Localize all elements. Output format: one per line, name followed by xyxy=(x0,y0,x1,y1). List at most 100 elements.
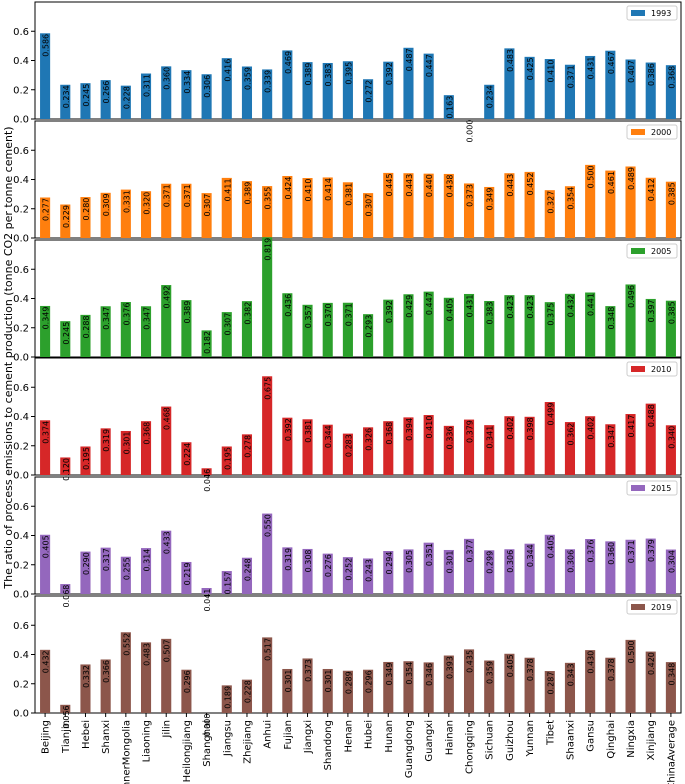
value-label: 0.438 xyxy=(445,174,454,197)
bar-2010-Yunnan xyxy=(524,416,535,475)
value-label: 0.343 xyxy=(566,663,575,686)
x-tick-label: Qinghai xyxy=(606,720,617,759)
bar-2010-Heilongjiang xyxy=(181,442,192,475)
value-label: 0.344 xyxy=(526,544,535,567)
value-label: 0.499 xyxy=(546,403,555,426)
value-label: 0.819 xyxy=(264,238,273,261)
bar-1993-Tianjin xyxy=(60,84,71,119)
y-tick-label: 0.0 xyxy=(13,234,29,245)
value-label: 0.425 xyxy=(526,57,535,80)
bar-2000-Qinghai xyxy=(605,170,616,238)
y-tick-label: 0.2 xyxy=(13,204,29,215)
value-label: 0.000 xyxy=(466,120,475,143)
bar-2019-Jiangsu xyxy=(221,685,232,713)
bar-2000-Jilin xyxy=(161,183,172,238)
value-label: 0.379 xyxy=(647,539,656,562)
bar-1993-Hainan xyxy=(443,95,454,119)
value-label: 0.255 xyxy=(122,557,131,580)
bar-1993-ChinaAverage xyxy=(665,65,676,119)
x-tick-label: Shandong xyxy=(323,720,334,770)
value-label: 0.354 xyxy=(566,187,575,210)
panel-2005: 0.0 0.2 0.4 0.6 0.349 0.245 0.288 0.347 0.376 0.3… xyxy=(13,237,682,364)
bar-2019-Tianjin xyxy=(60,704,71,713)
bar-2000-Shanghai xyxy=(201,193,212,238)
x-tick-label: Anhui xyxy=(263,720,274,749)
bar-2015-Shaanxi xyxy=(564,549,576,594)
value-label: 0.423 xyxy=(506,296,515,319)
value-label: 0.411 xyxy=(223,178,232,201)
bar-2000-Hainan xyxy=(443,173,454,238)
bar-1993-Liaoning xyxy=(140,73,152,119)
bar-2010-Jiangsu xyxy=(221,446,232,475)
value-label: 0.301 xyxy=(324,670,333,693)
value-label: 0.507 xyxy=(163,639,172,662)
bar-2000-Anhui xyxy=(262,186,273,238)
bar-1993-Guangxi xyxy=(423,53,434,119)
y-tick-label: 0.0 xyxy=(13,590,29,601)
value-label: 0.469 xyxy=(284,51,293,74)
legend-swatch xyxy=(631,485,645,491)
value-label: 0.420 xyxy=(647,652,656,675)
value-label: 0.500 xyxy=(627,640,636,663)
bar-2005-Fujian xyxy=(282,293,293,357)
value-label: 0.234 xyxy=(486,85,495,108)
bar-2019-Hunan xyxy=(383,661,394,713)
value-label: 0.314 xyxy=(143,549,152,572)
bar-2005-Shaanxi xyxy=(564,293,576,357)
value-label: 0.041 xyxy=(203,589,212,612)
legend-box xyxy=(626,480,678,496)
value-label: 0.395 xyxy=(344,62,353,85)
bar-2005-Hebei xyxy=(80,314,91,357)
bar-2000-Yunnan xyxy=(524,171,535,238)
y-tick-label: 0.0 xyxy=(13,709,29,720)
x-tick-label: Shaanxi xyxy=(565,720,576,760)
x-tick-label: Yunnan xyxy=(525,720,536,757)
y-tick-label: 0.6 xyxy=(13,621,29,632)
value-label: 0.368 xyxy=(143,422,152,445)
bar-2015-Anhui xyxy=(262,513,273,594)
value-label: 0.371 xyxy=(163,184,172,207)
value-label: 0.319 xyxy=(102,429,111,452)
x-tick-label: Hunan xyxy=(384,720,395,753)
bar-2015-Guizhou xyxy=(504,549,515,594)
value-label: 0.331 xyxy=(122,190,131,213)
bar-2000-Fujian xyxy=(282,175,293,238)
x-tick-label: Shanxi xyxy=(101,720,112,754)
value-label: 0.371 xyxy=(183,184,192,207)
bar-2015-Hubei xyxy=(363,558,374,594)
value-label: 0.224 xyxy=(183,443,192,466)
panel-frame xyxy=(34,476,682,595)
bar-2015-Chongqing xyxy=(463,538,475,594)
legend-swatch xyxy=(631,366,645,372)
value-label: 0.245 xyxy=(82,84,91,107)
bar-2015-Ningxia xyxy=(625,539,636,594)
bar-2010-Hainan xyxy=(443,425,454,475)
value-label: 0.351 xyxy=(425,543,434,566)
y-tick-label: 0.0 xyxy=(13,471,29,482)
value-label: 0.405 xyxy=(445,298,454,321)
bar-1993-Anhui xyxy=(262,69,273,119)
value-label: 0.317 xyxy=(102,548,111,571)
bar-1993-Shanghai xyxy=(201,74,212,119)
value-label: 0.373 xyxy=(304,659,313,682)
bar-2015-Guangxi xyxy=(423,542,434,594)
x-tick-label: Guangdong xyxy=(404,720,415,778)
value-label: 0.306 xyxy=(506,550,515,573)
value-label: 0.376 xyxy=(587,540,596,563)
value-label: 0.370 xyxy=(324,303,333,326)
value-label: 0.550 xyxy=(264,514,273,537)
bar-1993-Qinghai xyxy=(605,50,616,119)
value-label: 0.243 xyxy=(365,559,374,582)
value-label: 0.056 xyxy=(62,705,71,728)
bar-2005-Gansu xyxy=(585,292,596,357)
bar-2000-ChinaAverage xyxy=(665,181,676,238)
bar-2005-Anhui xyxy=(262,237,273,357)
value-label: 0.294 xyxy=(385,552,394,575)
x-tick-label: Jiangxi xyxy=(303,720,314,754)
value-label: 0.252 xyxy=(344,558,353,581)
legend-label: 2019 xyxy=(651,603,671,612)
value-label: 0.349 xyxy=(42,307,51,330)
value-label: 0.248 xyxy=(243,558,252,581)
bar-2005-Shanghai xyxy=(201,330,212,357)
